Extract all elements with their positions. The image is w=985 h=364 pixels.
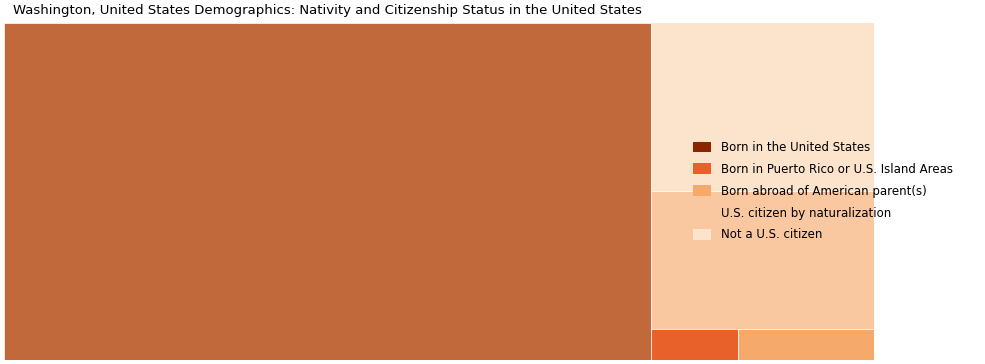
Bar	[4, 23, 651, 360]
Bar	[651, 329, 738, 360]
Bar	[738, 329, 875, 360]
Text: Washington, United States Demographics: Nativity and Citizenship Status in the U: Washington, United States Demographics: …	[13, 4, 642, 17]
Bar	[651, 191, 875, 329]
Bar	[651, 23, 875, 191]
Legend: Born in the United States, Born in Puerto Rico or U.S. Island Areas, Born abroad: Born in the United States, Born in Puert…	[689, 136, 957, 246]
